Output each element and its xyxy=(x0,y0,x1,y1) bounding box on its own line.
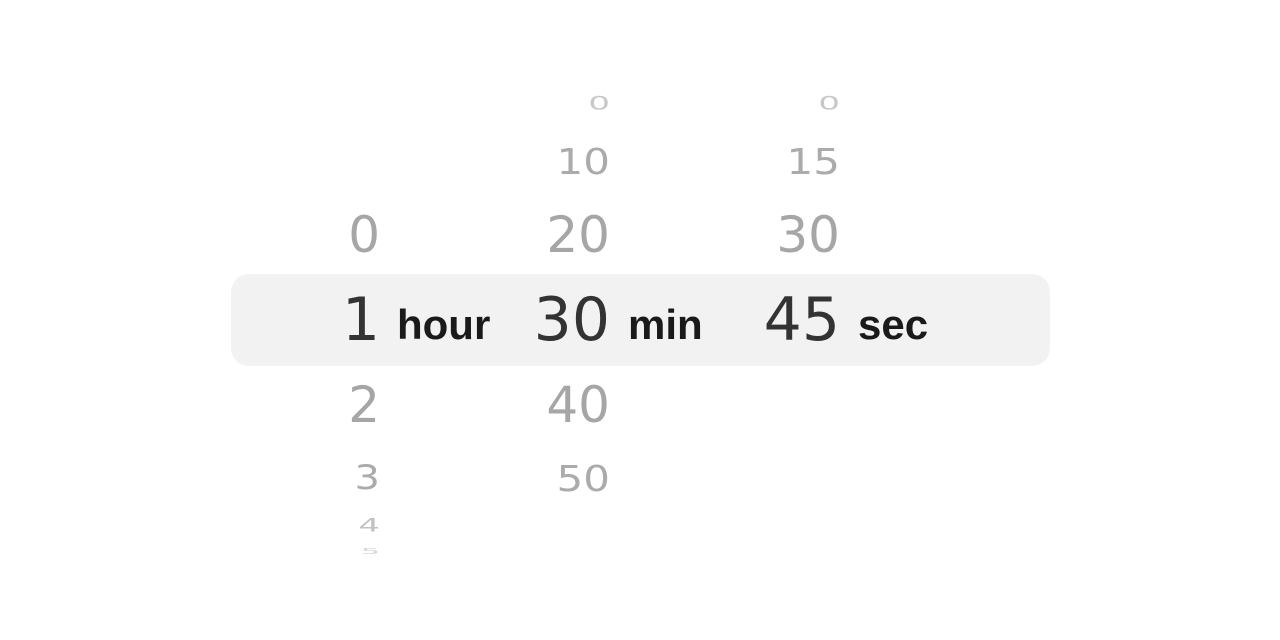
minutes-selected-value[interactable]: 30 xyxy=(533,285,610,355)
hours-wheel[interactable]: 0 1 2 3 4 5 xyxy=(300,0,380,640)
selection-highlight xyxy=(231,274,1050,366)
minutes-unit-label: min xyxy=(628,301,703,348)
seconds-option-0[interactable]: 0 xyxy=(818,92,840,115)
hours-unit-label: hour xyxy=(397,301,491,348)
seconds-unit-label: sec xyxy=(858,301,929,348)
minutes-option-40[interactable]: 40 xyxy=(546,376,610,434)
minutes-wheel[interactable]: 0 10 20 30 40 50 xyxy=(500,0,610,640)
minutes-option-50[interactable]: 50 xyxy=(556,457,610,500)
hours-selected-value[interactable]: 1 xyxy=(341,285,380,355)
hours-option-3[interactable]: 3 xyxy=(354,458,380,498)
seconds-selected-value[interactable]: 45 xyxy=(763,285,840,355)
hours-option-5[interactable]: 5 xyxy=(360,547,380,556)
hours-option-2[interactable]: 2 xyxy=(348,376,380,434)
hours-option-0[interactable]: 0 xyxy=(348,206,380,264)
seconds-wheel[interactable]: 0 15 30 45 xyxy=(730,0,840,640)
hours-option-4[interactable]: 4 xyxy=(358,514,380,537)
minutes-option-20[interactable]: 20 xyxy=(546,206,610,264)
seconds-option-15[interactable]: 15 xyxy=(786,140,840,183)
minutes-option-0[interactable]: 0 xyxy=(588,92,610,115)
minutes-option-10[interactable]: 10 xyxy=(556,140,610,183)
seconds-option-30[interactable]: 30 xyxy=(776,206,840,264)
